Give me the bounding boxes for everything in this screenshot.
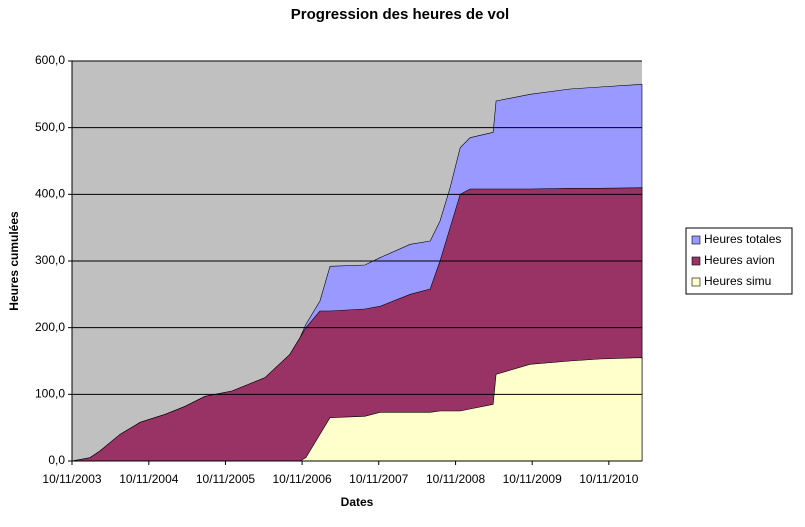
legend-label: Heures simu	[704, 274, 771, 288]
legend-label: Heures totales	[704, 232, 781, 246]
y-tick-label: 300,0	[35, 253, 65, 267]
legend-swatch	[691, 277, 701, 287]
y-tick-label: 200,0	[35, 320, 65, 334]
legend-label: Heures avion	[704, 253, 775, 267]
x-tick-label: 10/11/2004	[119, 472, 178, 486]
y-tick-label: 0,0	[48, 453, 65, 467]
y-tick-label: 500,0	[35, 120, 65, 134]
x-tick-label: 10/11/2003	[42, 472, 101, 486]
x-tick-label: 10/11/2006	[273, 472, 332, 486]
y-tick-label: 400,0	[35, 187, 65, 201]
x-tick-label: 10/11/2008	[426, 472, 485, 486]
x-tick-label: 10/11/2005	[196, 472, 255, 486]
x-tick-label: 10/11/2010	[579, 472, 638, 486]
legend	[685, 227, 793, 295]
y-tick-label: 600,0	[35, 53, 65, 67]
x-axis-title: Dates	[341, 495, 374, 509]
legend-swatch	[691, 235, 701, 245]
x-tick-label: 10/11/2007	[349, 472, 408, 486]
legend-swatch	[691, 256, 701, 266]
x-tick-label: 10/11/2009	[503, 472, 562, 486]
chart-title: Progression des heures de vol	[291, 6, 509, 23]
y-axis-title: Heures cumulées	[7, 211, 21, 311]
y-tick-label: 100,0	[35, 387, 65, 401]
